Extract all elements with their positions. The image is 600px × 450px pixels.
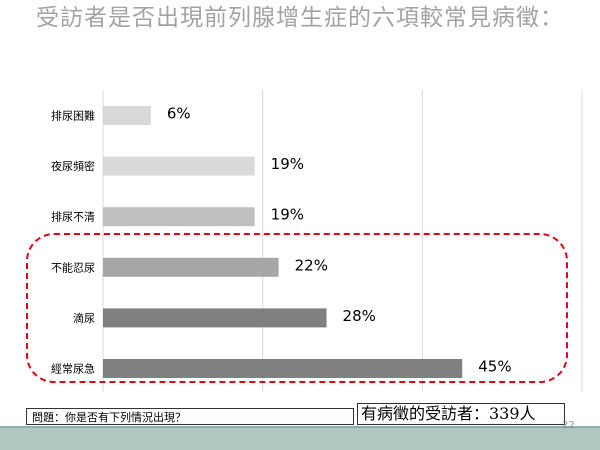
category-label-5: 經常尿急 [51, 362, 95, 376]
question-box: 問題：你是否有下列情況出現？ [26, 408, 354, 425]
category-label-1: 夜尿頻密 [51, 159, 95, 173]
respondents-count: 有病徵的受訪者：339人 [357, 403, 565, 425]
category-label-0: 排尿困難 [51, 109, 95, 123]
highlight-box [26, 233, 568, 383]
category-label-3: 不能忍尿 [51, 260, 95, 274]
value-label-0: 6% [167, 105, 191, 123]
value-label-5: 45% [478, 358, 511, 376]
bar-5 [103, 359, 463, 378]
value-label-2: 19% [271, 206, 304, 224]
chart-gridlines [102, 90, 583, 392]
category-label-4: 滴尿 [73, 311, 95, 325]
slide-number: 22 [562, 420, 575, 431]
chart-value-labels: 6% 19% 19% 22% 28% 45% [167, 105, 512, 376]
bar-3 [103, 257, 279, 277]
value-label-4: 28% [343, 307, 376, 325]
chart-bars [103, 106, 463, 378]
bar-0 [103, 106, 151, 125]
bar-1 [103, 156, 255, 176]
bar-4 [103, 308, 327, 328]
footer-band [0, 426, 600, 450]
value-label-3: 22% [295, 256, 328, 274]
bar-2 [103, 207, 255, 227]
slide-title: 受訪者是否出現前列腺增生症的六項較常見病徵： [36, 5, 564, 31]
category-label-2: 排尿不清 [51, 210, 95, 224]
value-label-1: 19% [271, 155, 304, 173]
